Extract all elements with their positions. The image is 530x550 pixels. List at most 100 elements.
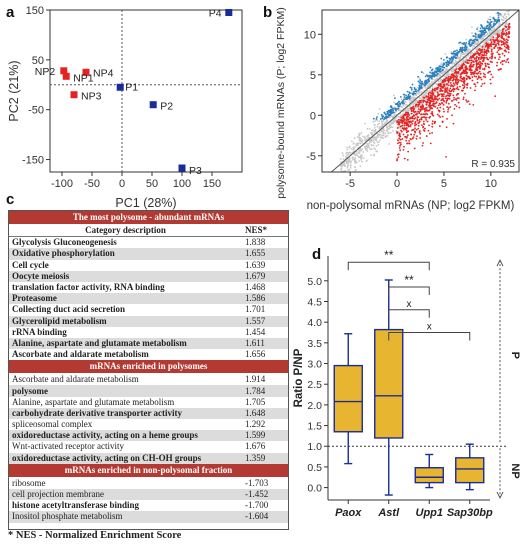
scatter-point-up [430, 77, 433, 80]
scatter-point-down [461, 84, 464, 87]
scatter-point-down [441, 115, 444, 118]
scatter-point-down [451, 74, 453, 77]
scatter-point-neutral [345, 173, 347, 175]
scatter-point-down [402, 114, 405, 117]
scatter-point-neutral [388, 143, 390, 145]
scatter-point-down [449, 81, 452, 84]
scatter-point-down [397, 153, 400, 156]
scatter-point-neutral [385, 126, 388, 129]
scatter-point-up [379, 118, 382, 120]
scatter-point-down [412, 105, 415, 108]
scatter-point-up [385, 115, 388, 118]
table-row: Glycolysis Gluconeogenesis 1.838 [9, 236, 288, 249]
scatter-point-up [435, 74, 438, 77]
scatter-point-up [490, 20, 493, 23]
category-cell: translation factor activity, RNA binding [9, 281, 242, 294]
scatter-point-down [440, 85, 442, 88]
scatter-point-down [464, 92, 466, 95]
scatter-point-up [405, 94, 408, 97]
panel-letter-d: d [312, 246, 322, 263]
scatter-point-neutral [343, 164, 346, 167]
scatter-point-down [475, 65, 478, 68]
scatter-point-down [413, 114, 416, 117]
scatter-point-down [463, 63, 466, 66]
scatter-point-neutral [356, 144, 359, 147]
scatter-point-down [410, 110, 413, 113]
significance-bracket [347, 261, 430, 271]
scatter-point-down [480, 85, 483, 88]
boxplot-y-axis-label: Ratio P/NP [293, 348, 305, 407]
scatter-point-down [490, 48, 493, 51]
scatter-point-neutral [459, 57, 462, 60]
scatter-point-up [418, 84, 421, 87]
boxplot-y-tick-label: 0.0 [307, 483, 322, 495]
scatter-point-down [411, 120, 414, 122]
scatter-point-neutral [440, 63, 443, 66]
scatter-point-down [410, 133, 413, 136]
pca-chart: -100 -50 0 50 100 150 150 50 -50 -150 PC1 (28%) PC2… [7, 5, 243, 210]
category-cell: oxidoreductase activity, acting on CH-OH… [9, 452, 242, 464]
scatter-point-neutral [359, 165, 362, 167]
scatter-point-up [451, 56, 453, 59]
scatter-point-up [487, 21, 489, 24]
pca-x-tick-label: 0 [119, 178, 125, 190]
scatter-point-up [481, 29, 483, 32]
scatter-point-down [453, 107, 456, 110]
scatter-point-up [396, 101, 399, 104]
scatter-point-down [504, 34, 507, 37]
scatter-point-down [408, 139, 411, 142]
scatter-point-neutral [358, 142, 360, 145]
boxplot-y-tick-label: 2.0 [307, 400, 322, 412]
scatter-point-up [429, 76, 431, 79]
scatter-point-up [403, 98, 406, 101]
scatter-point-down [438, 93, 441, 96]
scatter-point-down [449, 106, 452, 108]
scatter-point-up [464, 43, 467, 46]
scatter-point-down [508, 31, 510, 34]
pca-y-axis-label: PC2 (21%) [7, 60, 21, 121]
scatter-point-down [396, 121, 399, 124]
p-arrow-head [496, 259, 504, 267]
scatter-point-down [445, 102, 448, 104]
scatter-point-down [450, 89, 453, 92]
scatter-point-neutral [398, 109, 401, 112]
scatter-point-down [490, 41, 493, 43]
scatter-point-up [471, 39, 474, 42]
scatter-point-down [463, 79, 466, 82]
scatter-point-neutral [475, 42, 478, 45]
scatter-point-down [498, 58, 500, 61]
scatter-point-neutral [392, 94, 395, 97]
scatter-point-down [437, 84, 440, 87]
scatter-point-down [470, 63, 472, 66]
scatter-point-down [420, 108, 423, 111]
scatter-point-down [453, 84, 456, 86]
scatter-point-down [505, 50, 507, 53]
scatter-point-up [450, 52, 453, 55]
scatter-point-neutral [386, 131, 389, 133]
scatter-point-neutral [359, 142, 362, 145]
scatter-point-down [463, 77, 466, 80]
scatter-point-up [493, 18, 496, 20]
scatter-point-down [469, 67, 472, 70]
scatter-point-down [411, 122, 414, 125]
scatter-point-down [489, 78, 492, 81]
scatter-point-down [479, 66, 482, 69]
scatter-point-neutral [437, 88, 440, 91]
scatter-point-neutral [358, 134, 360, 137]
scatter-point-up [492, 25, 495, 28]
scatter-point-neutral [400, 114, 403, 117]
scatter-point-neutral [459, 54, 462, 57]
scatter-point-down [506, 28, 509, 31]
scatter-point-down [414, 121, 417, 123]
scatter-point-up [456, 49, 458, 52]
scatter-point-up [414, 92, 417, 95]
significance-bracket [388, 309, 430, 318]
scatter-point-down [488, 71, 490, 73]
scatter-point-down [447, 84, 450, 87]
scatter-point-up [441, 69, 444, 72]
scatter-point-up [487, 29, 490, 31]
scatter-point-neutral [350, 160, 353, 163]
scatter-point-neutral [378, 131, 381, 134]
scatter-point-down [465, 99, 468, 102]
scatter-point-down [409, 137, 412, 140]
